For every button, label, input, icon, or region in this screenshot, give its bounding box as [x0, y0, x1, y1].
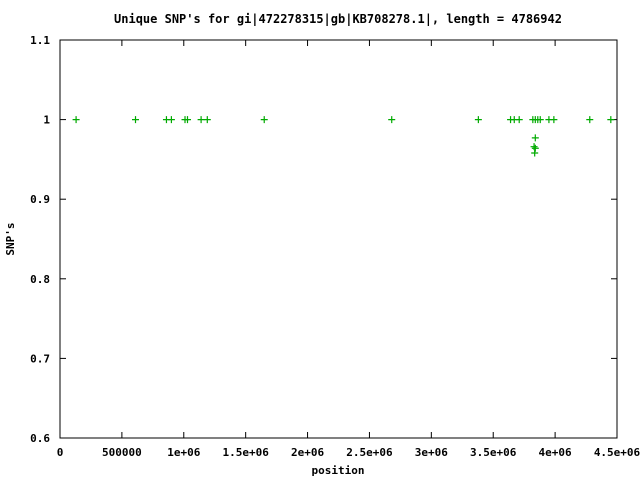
y-tick-label: 0.6 — [30, 432, 50, 445]
x-tick-label: 1.5e+06 — [222, 446, 269, 459]
data-point — [531, 149, 539, 157]
data-point — [550, 116, 558, 124]
data-point — [586, 116, 594, 124]
y-tick-label: 0.7 — [30, 352, 50, 365]
x-tick-label: 2.5e+06 — [346, 446, 393, 459]
data-point — [183, 116, 191, 124]
data-point — [388, 116, 396, 124]
data-points — [72, 116, 615, 157]
x-tick-label: 500000 — [102, 446, 142, 459]
y-tick-label: 0.9 — [30, 193, 50, 206]
data-point — [515, 116, 523, 124]
data-point — [260, 116, 268, 124]
data-point — [474, 116, 482, 124]
data-point — [531, 134, 539, 142]
x-tick-label: 2e+06 — [291, 446, 324, 459]
x-tick-label: 3.5e+06 — [470, 446, 517, 459]
y-tick-label: 1 — [43, 114, 50, 127]
y-axis: 0.6 0.7 0.8 0.9 1 1.1 — [30, 34, 617, 445]
x-axis-label: position — [312, 464, 365, 477]
y-tick-label: 0.8 — [30, 273, 50, 286]
data-point — [531, 144, 539, 152]
data-point — [607, 116, 615, 124]
x-tick-label: 4e+06 — [539, 446, 572, 459]
data-point — [197, 116, 205, 124]
chart-title: Unique SNP's for gi|472278315|gb|KB70827… — [114, 12, 562, 26]
x-tick-label: 4.5e+06 — [594, 446, 640, 459]
y-axis-label: SNP's — [4, 222, 17, 255]
data-point — [72, 116, 80, 124]
data-point — [530, 143, 538, 151]
plot-frame — [59, 39, 618, 439]
x-tick-label: 0 — [57, 446, 64, 459]
x-tick-label: 3e+06 — [415, 446, 448, 459]
data-point — [203, 116, 211, 124]
data-point — [132, 116, 140, 124]
data-point — [167, 116, 175, 124]
y-tick-label: 1.1 — [30, 34, 50, 47]
data-point — [536, 116, 544, 124]
x-axis: 0 500000 1e+06 1.5e+06 2e+06 2.5e+06 3e+06 3.5e… — [57, 40, 640, 459]
x-tick-label: 1e+06 — [167, 446, 200, 459]
